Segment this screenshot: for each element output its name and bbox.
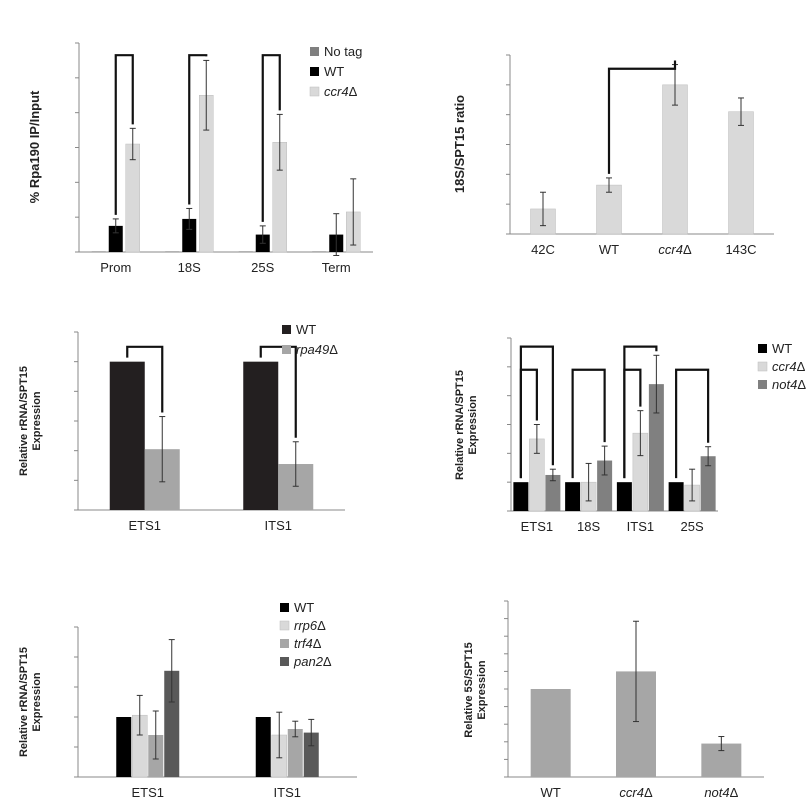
bar <box>303 732 319 777</box>
significance-bracket <box>607 60 677 174</box>
y-axis-label: % Rpa190 IP/Input <box>27 90 42 203</box>
bar <box>238 251 253 252</box>
legend-label: WT <box>324 64 344 79</box>
significance-bracket <box>126 345 164 413</box>
panel-f: Relative 5S/SPT15Expression WT ccr4Δ not4Δ <box>463 600 764 800</box>
bar <box>530 689 571 777</box>
x-tick-label: WT <box>599 242 619 257</box>
legend-label: rpa49Δ <box>296 342 338 357</box>
significance-bracket <box>571 368 606 479</box>
legend-swatch <box>280 603 289 612</box>
x-tick-label: ccr4Δ <box>658 242 692 257</box>
x-tick-label: 143C <box>725 242 756 257</box>
significance-bracket <box>114 54 134 215</box>
bar <box>545 474 561 511</box>
legend-label: not4Δ <box>772 377 806 392</box>
legend-swatch <box>310 67 319 76</box>
bar <box>116 717 132 777</box>
legend-label: pan2Δ <box>293 654 332 669</box>
bar <box>109 361 145 510</box>
x-tick-label: ITS1 <box>265 518 292 533</box>
x-tick-label: Prom <box>100 260 131 275</box>
legend-swatch <box>282 325 291 334</box>
bar <box>668 482 684 511</box>
legend-label: WT <box>772 341 792 356</box>
legend-swatch <box>309 86 320 97</box>
legend-label: No tag <box>324 44 362 59</box>
legend-swatch <box>280 639 289 648</box>
x-tick-label: 18S <box>577 519 600 534</box>
significance-bracket <box>675 368 710 479</box>
bar <box>596 184 622 235</box>
x-tick-label: WT <box>541 785 561 800</box>
panel-b: 18S/SPT15 ratio 42C WT ccr4Δ 143C <box>452 54 774 257</box>
bar <box>565 482 581 511</box>
bar <box>728 111 754 235</box>
x-tick-label: ETS1 <box>521 519 554 534</box>
y-axis-label: Relative rRNA/SPT15Expression <box>18 647 43 757</box>
y-axis-label: Relative 5S/SPT15Expression <box>463 642 488 737</box>
bar <box>164 670 180 777</box>
significance-bracket <box>259 345 297 438</box>
x-tick-label: 25S <box>681 519 704 534</box>
bar <box>513 482 529 511</box>
bar <box>312 251 327 252</box>
panel-d: Relative rRNA/SPT15Expression ETS1 18S ITS1… <box>454 337 806 534</box>
bar <box>125 143 140 253</box>
x-tick-label: ETS1 <box>131 785 164 800</box>
legend-label: ccr4Δ <box>772 359 806 374</box>
legend-swatch <box>279 620 290 631</box>
x-tick-label: 25S <box>251 260 274 275</box>
bar <box>108 225 123 252</box>
legend-swatch <box>280 657 289 666</box>
x-tick-label: ITS1 <box>274 785 301 800</box>
bar <box>648 384 664 511</box>
panel-a: % Rpa190 IP/Input Prom 18S 25S Term No tag WT c… <box>27 42 373 275</box>
significance-bracket <box>519 368 538 479</box>
x-tick-label: ccr4Δ <box>619 785 653 800</box>
significance-bracket <box>261 54 281 222</box>
legend-label: ccr4Δ <box>324 84 358 99</box>
x-tick-label: ITS1 <box>627 519 654 534</box>
bar <box>597 460 613 511</box>
x-tick-label: not4Δ <box>704 785 738 800</box>
significance-bracket <box>188 54 208 205</box>
y-axis-label: 18S/SPT15 ratio <box>452 95 467 193</box>
bar <box>662 84 688 235</box>
legend-swatch <box>282 345 291 354</box>
bar <box>182 218 197 252</box>
bar <box>165 251 180 252</box>
bar <box>91 251 106 252</box>
legend-label: WT <box>294 600 314 615</box>
legend-swatch <box>758 344 767 353</box>
bar <box>287 729 303 777</box>
x-tick-label: Term <box>322 260 351 275</box>
bar <box>243 361 279 510</box>
legend-swatch <box>310 47 319 56</box>
bar <box>616 482 632 511</box>
legend-label: WT <box>296 322 316 337</box>
legend-swatch <box>757 361 768 372</box>
y-axis-label: Relative rRNA/SPT15Expression <box>18 366 43 476</box>
legend-label: trf4Δ <box>294 636 322 651</box>
legend-swatch <box>758 380 767 389</box>
bar <box>700 456 716 511</box>
y-axis-label: Relative rRNA/SPT15Expression <box>454 370 479 480</box>
legend-label: rrp6Δ <box>294 618 326 633</box>
panel-c: Relative rRNA/SPT15Expression ETS1 ITS1 WT r… <box>18 322 345 533</box>
panel-e: Relative rRNA/SPT15Expression ETS1 ITS1 WT r… <box>18 600 357 800</box>
x-tick-label: 42C <box>531 242 555 257</box>
x-tick-label: 18S <box>178 260 201 275</box>
bar <box>255 717 271 777</box>
significance-bracket <box>623 368 642 479</box>
x-tick-label: ETS1 <box>128 518 161 533</box>
